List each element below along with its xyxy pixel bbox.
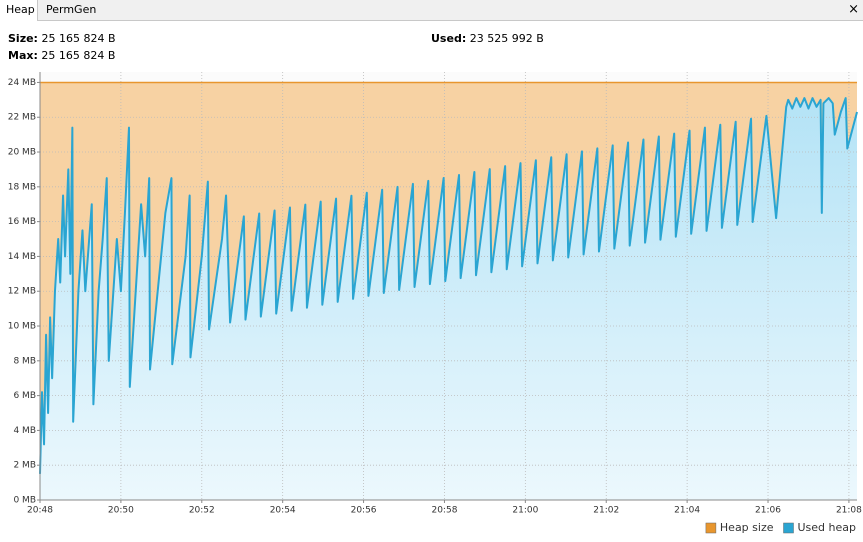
y-tick-label: 16 MB bbox=[8, 217, 36, 227]
y-tick-label: 0 MB bbox=[13, 496, 36, 506]
x-tick-label: 21:00 bbox=[512, 506, 538, 516]
x-tick-label: 21:06 bbox=[755, 506, 781, 516]
y-tick-label: 10 MB bbox=[8, 322, 36, 332]
tab-bar: Heap PermGen × bbox=[0, 0, 863, 21]
y-tick-label: 12 MB bbox=[8, 287, 36, 297]
x-tick-label: 20:58 bbox=[431, 506, 457, 516]
label: Max: bbox=[8, 49, 38, 62]
legend-swatch bbox=[783, 522, 794, 534]
close-button[interactable]: × bbox=[848, 2, 859, 17]
label: Used: bbox=[431, 32, 467, 45]
y-tick-label: 2 MB bbox=[13, 461, 36, 471]
legend-label: Used heap bbox=[798, 521, 857, 534]
y-tick-label: 8 MB bbox=[13, 356, 36, 366]
label: Size: bbox=[8, 32, 38, 45]
x-tick-label: 20:54 bbox=[270, 506, 296, 516]
y-tick-label: 4 MB bbox=[13, 426, 36, 436]
tab[interactable]: Heap bbox=[0, 0, 38, 21]
max-info: Max: 25 165 824 B bbox=[8, 49, 115, 62]
value: 25 165 824 B bbox=[41, 32, 116, 45]
y-tick-label: 24 MB bbox=[8, 78, 36, 88]
legend-swatch bbox=[705, 522, 717, 534]
y-tick-label: 22 MB bbox=[8, 113, 36, 123]
value: 23 525 992 B bbox=[469, 32, 544, 45]
x-tick-label: 20:52 bbox=[189, 506, 215, 516]
y-tick-label: 18 MB bbox=[8, 182, 36, 192]
x-tick-label: 20:48 bbox=[27, 506, 53, 516]
used-info: Used: 23 525 992 B bbox=[431, 32, 544, 45]
x-tick-label: 21:02 bbox=[593, 506, 619, 516]
x-tick-label: 21:04 bbox=[674, 506, 700, 516]
tab[interactable]: PermGen bbox=[46, 3, 97, 16]
y-tick-label: 14 MB bbox=[8, 252, 36, 262]
value: 25 165 824 B bbox=[41, 49, 116, 62]
y-tick-label: 6 MB bbox=[13, 391, 36, 401]
x-tick-label: 20:50 bbox=[108, 506, 134, 516]
legend-label: Heap size bbox=[720, 521, 774, 534]
y-tick-label: 20 MB bbox=[8, 148, 36, 158]
area-fill bbox=[40, 98, 857, 500]
x-tick-label: 20:56 bbox=[351, 506, 377, 516]
size-info: Size: 25 165 824 B bbox=[8, 32, 116, 45]
x-tick-label: 21:08 bbox=[836, 506, 862, 516]
series-line bbox=[39, 97, 858, 474]
